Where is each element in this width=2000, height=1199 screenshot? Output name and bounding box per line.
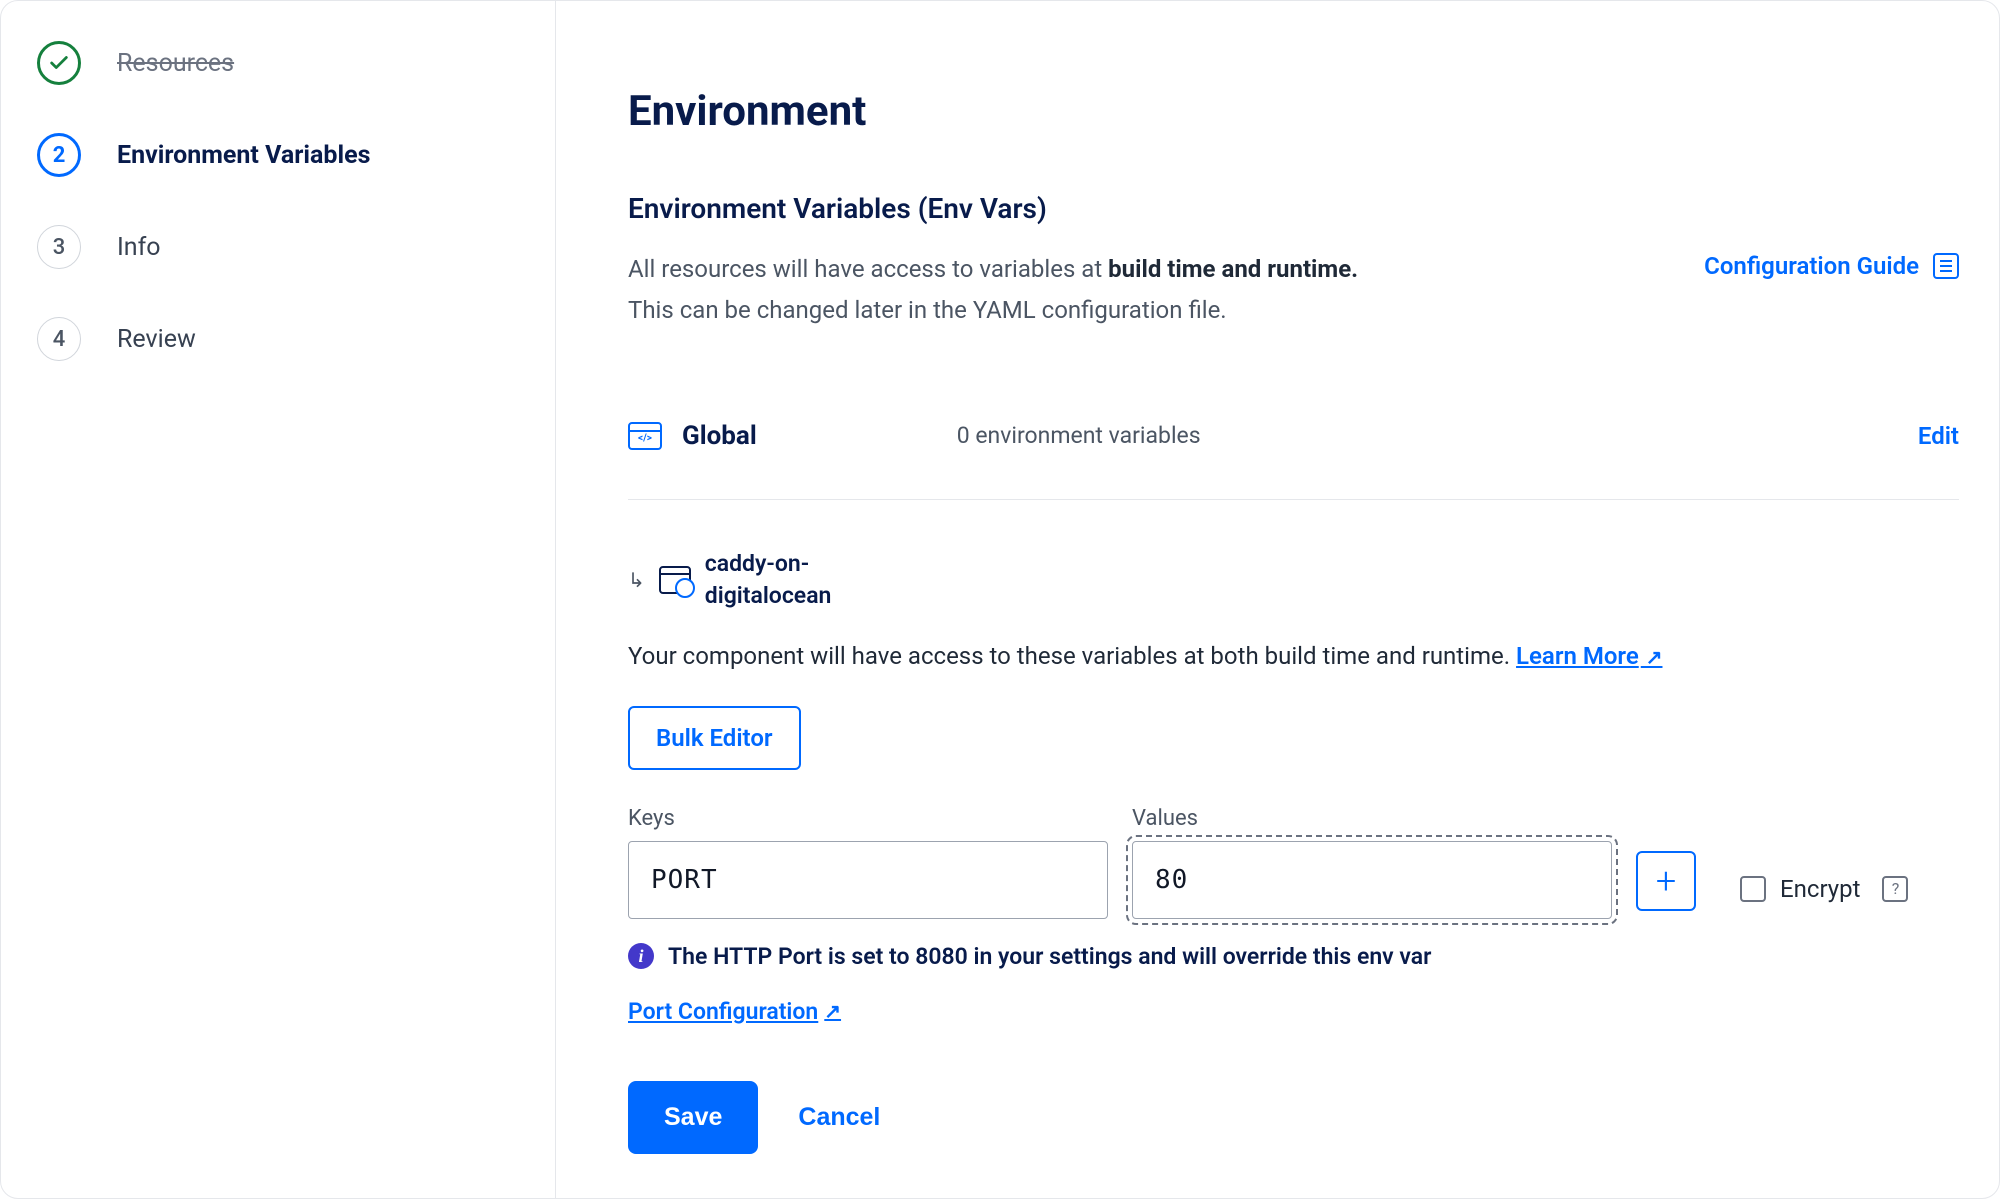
check-icon xyxy=(37,41,81,85)
keys-label: Keys xyxy=(628,806,1108,831)
section-description: All resources will have access to variab… xyxy=(628,249,1358,331)
global-label: Global xyxy=(682,421,757,451)
section-title: Environment Variables (Env Vars) xyxy=(628,192,1358,225)
desc-text: All resources will have access to variab… xyxy=(628,255,1108,283)
save-button[interactable]: Save xyxy=(628,1081,758,1154)
link-text: Configuration Guide xyxy=(1704,252,1919,280)
step-number-icon: 3 xyxy=(37,225,81,269)
section-header: Environment Variables (Env Vars) All res… xyxy=(628,192,1959,331)
bulk-editor-button[interactable]: Bulk Editor xyxy=(628,706,801,770)
info-message: i The HTTP Port is set to 8080 in your s… xyxy=(628,943,1959,970)
encrypt-option: Encrypt ? xyxy=(1740,875,1908,903)
desc-bold: build time and runtime. xyxy=(1108,255,1358,283)
info-text: The HTTP Port is set to 8080 in your set… xyxy=(668,943,1431,970)
component-name: caddy-on-digitalocean xyxy=(705,548,865,612)
subdirectory-arrow-icon: ↳ xyxy=(628,568,645,592)
help-icon[interactable]: ? xyxy=(1882,876,1908,902)
learn-more-link[interactable]: Learn More ↗ xyxy=(1516,642,1662,670)
app-shell: Resources 2 Environment Variables 3 Info… xyxy=(0,0,2000,1199)
link-text: Learn More xyxy=(1516,642,1639,670)
encrypt-checkbox[interactable] xyxy=(1740,876,1766,902)
step-info[interactable]: 3 Info xyxy=(37,225,519,269)
link-text: Port Configuration xyxy=(628,998,818,1025)
values-label: Values xyxy=(1132,806,1612,831)
guide-icon xyxy=(1933,253,1959,279)
web-component-icon xyxy=(659,566,691,594)
main-panel: Environment Environment Variables (Env V… xyxy=(556,1,1999,1198)
desc-text: Your component will have access to these… xyxy=(628,642,1516,670)
desc-text: This can be changed later in the YAML co… xyxy=(628,296,1227,324)
configuration-guide-link[interactable]: Configuration Guide xyxy=(1704,252,1959,280)
add-env-var-button[interactable]: + xyxy=(1636,851,1696,911)
step-review[interactable]: 4 Review xyxy=(37,317,519,361)
step-label: Review xyxy=(117,325,196,354)
edit-global-link[interactable]: Edit xyxy=(1918,422,1959,450)
global-count: 0 environment variables xyxy=(957,422,1201,449)
component-row: ↳ caddy-on-digitalocean xyxy=(628,548,1959,612)
external-link-icon: ↗ xyxy=(824,999,841,1023)
env-key-input[interactable] xyxy=(628,841,1108,919)
cancel-button[interactable]: Cancel xyxy=(798,1103,880,1132)
external-link-icon: ↗ xyxy=(1641,645,1663,669)
step-label: Environment Variables xyxy=(117,141,370,170)
step-label: Resources xyxy=(117,49,234,78)
info-icon: i xyxy=(628,943,654,969)
code-icon xyxy=(628,422,662,450)
step-environment-variables[interactable]: 2 Environment Variables xyxy=(37,133,519,177)
encrypt-label: Encrypt xyxy=(1780,875,1860,903)
step-label: Info xyxy=(117,233,161,262)
footer-actions: Save Cancel xyxy=(628,1081,1959,1154)
env-var-row: Keys Values + Encrypt ? xyxy=(628,806,1959,919)
wizard-sidebar: Resources 2 Environment Variables 3 Info… xyxy=(1,1,556,1198)
step-resources[interactable]: Resources xyxy=(37,41,519,85)
env-value-input[interactable] xyxy=(1132,841,1612,919)
port-configuration-link[interactable]: Port Configuration ↗ xyxy=(628,998,841,1025)
step-number-icon: 4 xyxy=(37,317,81,361)
step-number-icon: 2 xyxy=(37,133,81,177)
global-env-row: Global 0 environment variables Edit xyxy=(628,421,1959,500)
page-title: Environment xyxy=(628,87,1959,136)
component-description: Your component will have access to these… xyxy=(628,642,1959,670)
